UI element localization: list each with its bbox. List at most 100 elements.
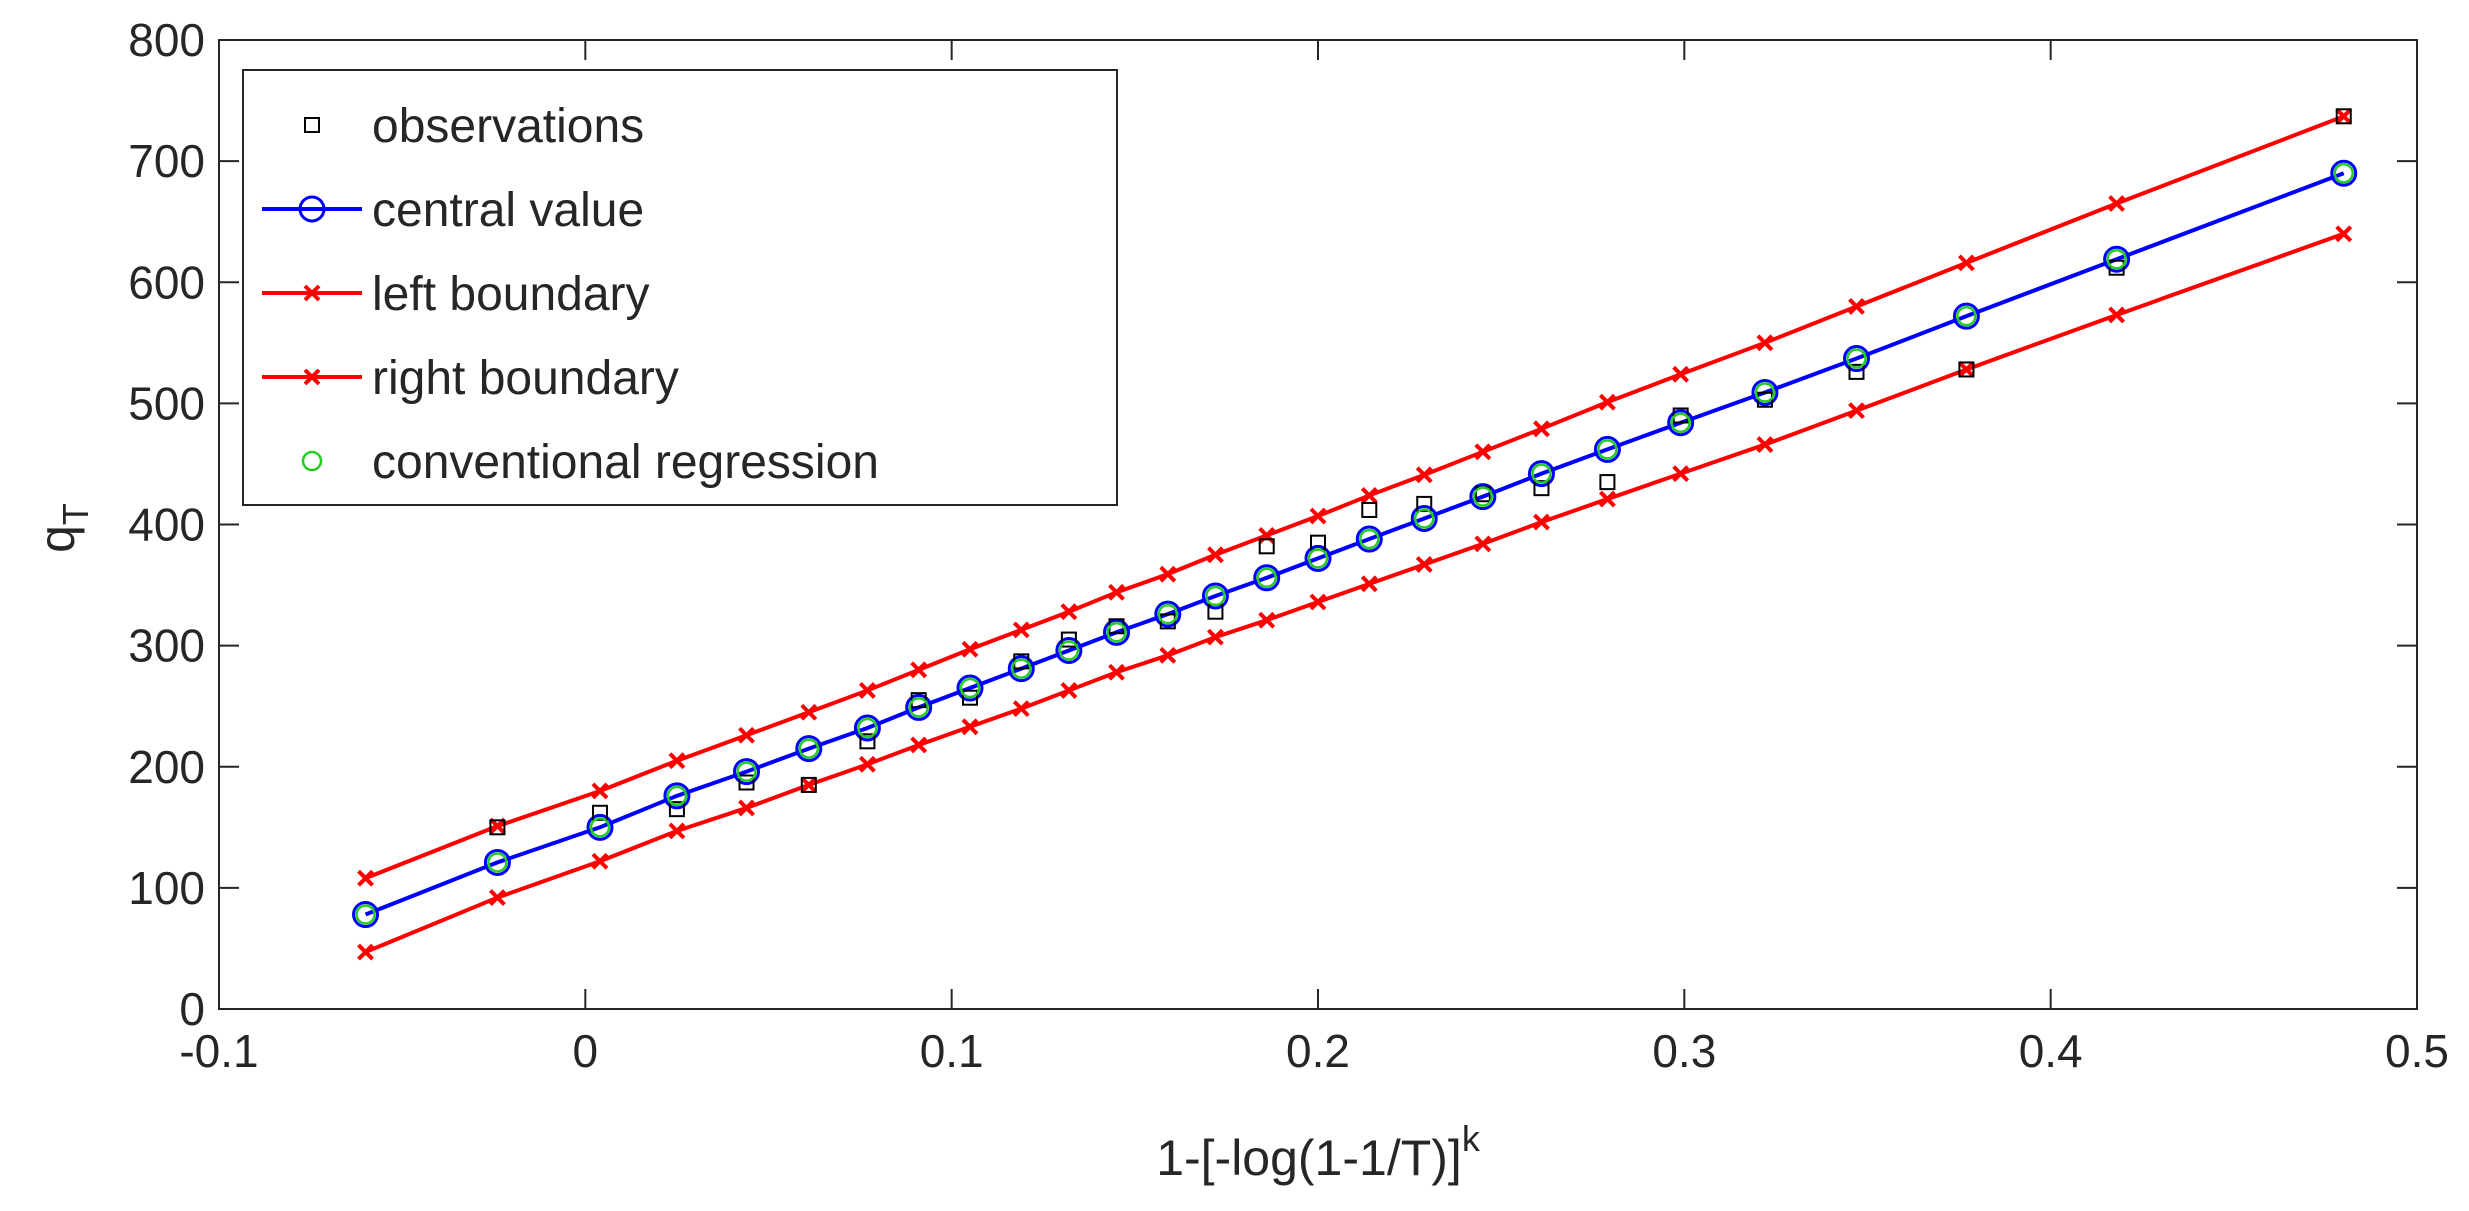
central-value-point — [1751, 378, 1779, 406]
observation-point — [1958, 361, 1975, 378]
legend: observations central value left boundary ri… — [242, 69, 1118, 506]
regression-point — [908, 697, 929, 718]
central-value-point — [795, 735, 823, 763]
regression-point — [959, 677, 981, 699]
right-boundary-point — [1258, 611, 1276, 629]
right-boundary-point — [1360, 575, 1378, 593]
left-boundary-point — [1207, 546, 1224, 564]
right-boundary-point — [1533, 513, 1550, 531]
central-value-point — [1593, 435, 1621, 463]
right-boundary-point — [357, 943, 374, 961]
regression-point — [1205, 585, 1226, 607]
central-value-point — [1154, 600, 1182, 628]
right-boundary-point — [858, 755, 876, 773]
y-axis-label-main: q — [29, 525, 85, 553]
left-boundary-point — [488, 817, 506, 835]
regression-point — [1597, 439, 1618, 460]
left-boundary-point — [591, 782, 609, 800]
regression-point — [1754, 382, 1776, 403]
regression-point — [355, 904, 376, 925]
right-boundary-point — [1012, 700, 1030, 718]
observation-point — [489, 819, 506, 836]
left-boundary-point — [1060, 603, 1078, 621]
right-boundary-point — [961, 718, 979, 736]
central-value-point — [1201, 582, 1229, 610]
central-value-point — [1103, 618, 1131, 646]
observation-point — [800, 776, 817, 793]
central-value-point — [663, 782, 691, 810]
regression-point — [1106, 622, 1127, 643]
right-boundary-point — [1756, 436, 1774, 453]
x-tick-label: 0.5 — [2385, 1025, 2449, 1077]
right-boundary-point — [1848, 402, 1865, 420]
right-boundary-point — [1474, 535, 1492, 553]
x-tick-label: 0.2 — [1286, 1025, 1350, 1077]
regression-point — [1670, 412, 1691, 434]
regression-point — [487, 852, 508, 873]
y-tick-label: 0 — [179, 983, 205, 1035]
left-boundary-point — [1108, 583, 1125, 601]
legend-label: conventional regression — [372, 436, 879, 489]
left-boundary-point — [1533, 420, 1550, 438]
x-tick-label: -0.1 — [179, 1025, 258, 1077]
regression-point — [1011, 658, 1032, 679]
legend-label: central value — [372, 184, 644, 237]
observation-point — [1599, 474, 1616, 491]
y-tick-label: 700 — [128, 135, 205, 187]
legend-label: observations — [372, 100, 644, 153]
observation-point — [961, 689, 978, 706]
legend-entries: observations central value left boundary ri… — [262, 100, 879, 489]
regression-point — [2106, 248, 2127, 270]
right-boundary-point — [910, 736, 928, 754]
y-tick-label: 500 — [128, 377, 205, 429]
observation-point — [2335, 108, 2352, 125]
regression-point — [1413, 508, 1435, 529]
left-boundary-point — [1309, 507, 1327, 525]
central-value-point — [1952, 302, 1980, 330]
observation-point — [1533, 480, 1550, 497]
legend-marker — [304, 117, 320, 133]
observation-point — [591, 804, 608, 821]
left-boundary-point — [1848, 298, 1865, 315]
right-boundary-point — [1957, 361, 1975, 378]
central-value-point — [2330, 159, 2358, 187]
left-boundary-point — [1957, 254, 1975, 272]
axis-ticks: -0.1 0 0.1 0.2 0.3 0.4 0.501002003004005006007… — [128, 14, 2449, 1077]
observation-point — [859, 733, 876, 750]
legend-marker — [303, 368, 321, 386]
legend-label: right boundary — [372, 352, 679, 405]
left-boundary-point — [1415, 466, 1433, 484]
regression-point — [1157, 603, 1179, 625]
y-tick-label: 200 — [128, 741, 205, 793]
central-value-point — [853, 714, 881, 742]
observation-point — [668, 801, 685, 818]
regression-point — [666, 785, 688, 807]
x-tick-label: 0.1 — [920, 1025, 984, 1077]
y-axis-label: qT — [29, 503, 96, 553]
central-value-point — [586, 813, 614, 841]
x-tick-label: 0.3 — [1652, 1025, 1716, 1077]
right-boundary-point — [668, 822, 686, 840]
observation-point — [2108, 259, 2125, 276]
observation-point — [1848, 363, 1865, 380]
right-boundary-point — [1309, 593, 1327, 611]
left-boundary-point — [961, 640, 979, 658]
central-value-point — [1410, 504, 1438, 532]
central-value-point — [352, 901, 380, 929]
series-central-value — [352, 159, 2358, 929]
observation-point — [738, 774, 755, 791]
regression-point — [1058, 640, 1080, 661]
regression-point — [1307, 548, 1329, 569]
right-boundary-point — [1672, 465, 1690, 483]
central-value-point — [1843, 345, 1871, 373]
central-value-line — [364, 171, 2345, 917]
right-boundary-point — [1060, 682, 1078, 699]
central-value-point — [1355, 525, 1383, 553]
left-boundary-point — [357, 869, 374, 887]
right-boundary-point — [1415, 556, 1433, 573]
central-value-point — [1304, 544, 1332, 572]
central-value-point — [1007, 655, 1035, 683]
left-boundary-point — [800, 703, 818, 721]
legend-marker — [301, 450, 323, 472]
regression-point — [736, 761, 757, 782]
